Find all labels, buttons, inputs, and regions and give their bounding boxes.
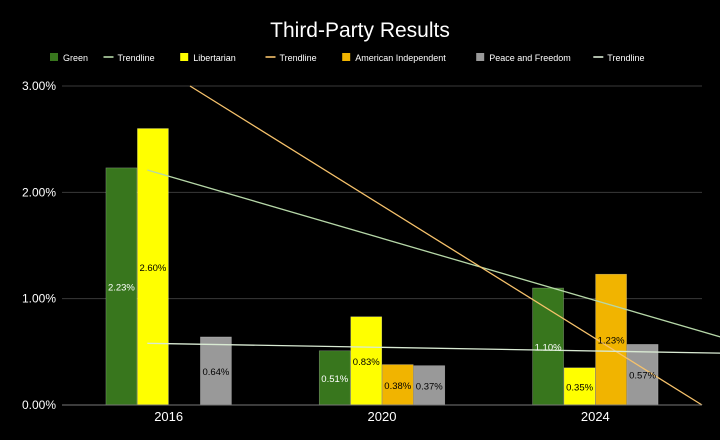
trendline bbox=[189, 85, 703, 406]
data-labels: 2.23% 0.51% 1.10% 2.60% 0.83% 0.35% 0.38% 1.23%… bbox=[108, 263, 657, 394]
bar bbox=[318, 350, 351, 406]
legend-label: Trendline bbox=[280, 53, 317, 63]
gridlines bbox=[62, 85, 702, 300]
data-label: 0.57% bbox=[629, 371, 656, 382]
legend-label: American Independent bbox=[355, 53, 446, 63]
data-label: 1.10% bbox=[535, 343, 562, 354]
trendline bbox=[147, 342, 720, 354]
bar bbox=[563, 367, 596, 406]
legend-swatch bbox=[476, 53, 485, 61]
data-label: 0.37% bbox=[416, 381, 443, 392]
trendline bbox=[147, 169, 720, 338]
bar bbox=[413, 365, 446, 406]
data-label: 0.51% bbox=[321, 374, 348, 385]
data-label: 0.64% bbox=[202, 367, 229, 378]
y-tick-label: 0.00% bbox=[22, 398, 56, 412]
chart-title: Third-Party Results bbox=[270, 19, 450, 42]
legend-swatch bbox=[342, 53, 351, 61]
legend-label: Trendline bbox=[118, 53, 155, 63]
data-label: 2.60% bbox=[139, 263, 166, 274]
bar bbox=[532, 287, 564, 406]
x-tick-label: 2016 bbox=[154, 409, 183, 424]
data-label: 0.35% bbox=[566, 382, 593, 393]
legend-swatch bbox=[50, 53, 58, 61]
legend: Green Trendline Libertarian Trendline Americ… bbox=[50, 53, 644, 63]
data-label: 0.38% bbox=[384, 381, 411, 392]
legend-label: Green bbox=[63, 53, 88, 63]
bar bbox=[595, 273, 627, 406]
legend-label: Trendline bbox=[607, 53, 644, 63]
y-tick-label: 3.00% bbox=[22, 79, 56, 93]
legend-label: Libertarian bbox=[193, 53, 236, 63]
data-label: 0.83% bbox=[353, 357, 380, 368]
legend-label: Peace and Freedom bbox=[489, 53, 571, 63]
y-tick-label: 2.00% bbox=[22, 185, 56, 199]
bars bbox=[105, 128, 659, 406]
y-tick-label: 1.00% bbox=[22, 292, 56, 306]
x-tick-label: 2020 bbox=[368, 409, 397, 424]
axes: 0.00% 1.00% 2.00% 3.00% 2016 2020 2024 bbox=[22, 79, 702, 424]
bar bbox=[350, 316, 383, 406]
data-label: 1.23% bbox=[598, 336, 625, 347]
trendlines bbox=[147, 85, 720, 406]
legend-swatch bbox=[180, 53, 189, 61]
x-tick-label: 2024 bbox=[581, 409, 610, 424]
data-label: 2.23% bbox=[108, 282, 135, 293]
bar bbox=[381, 364, 414, 406]
